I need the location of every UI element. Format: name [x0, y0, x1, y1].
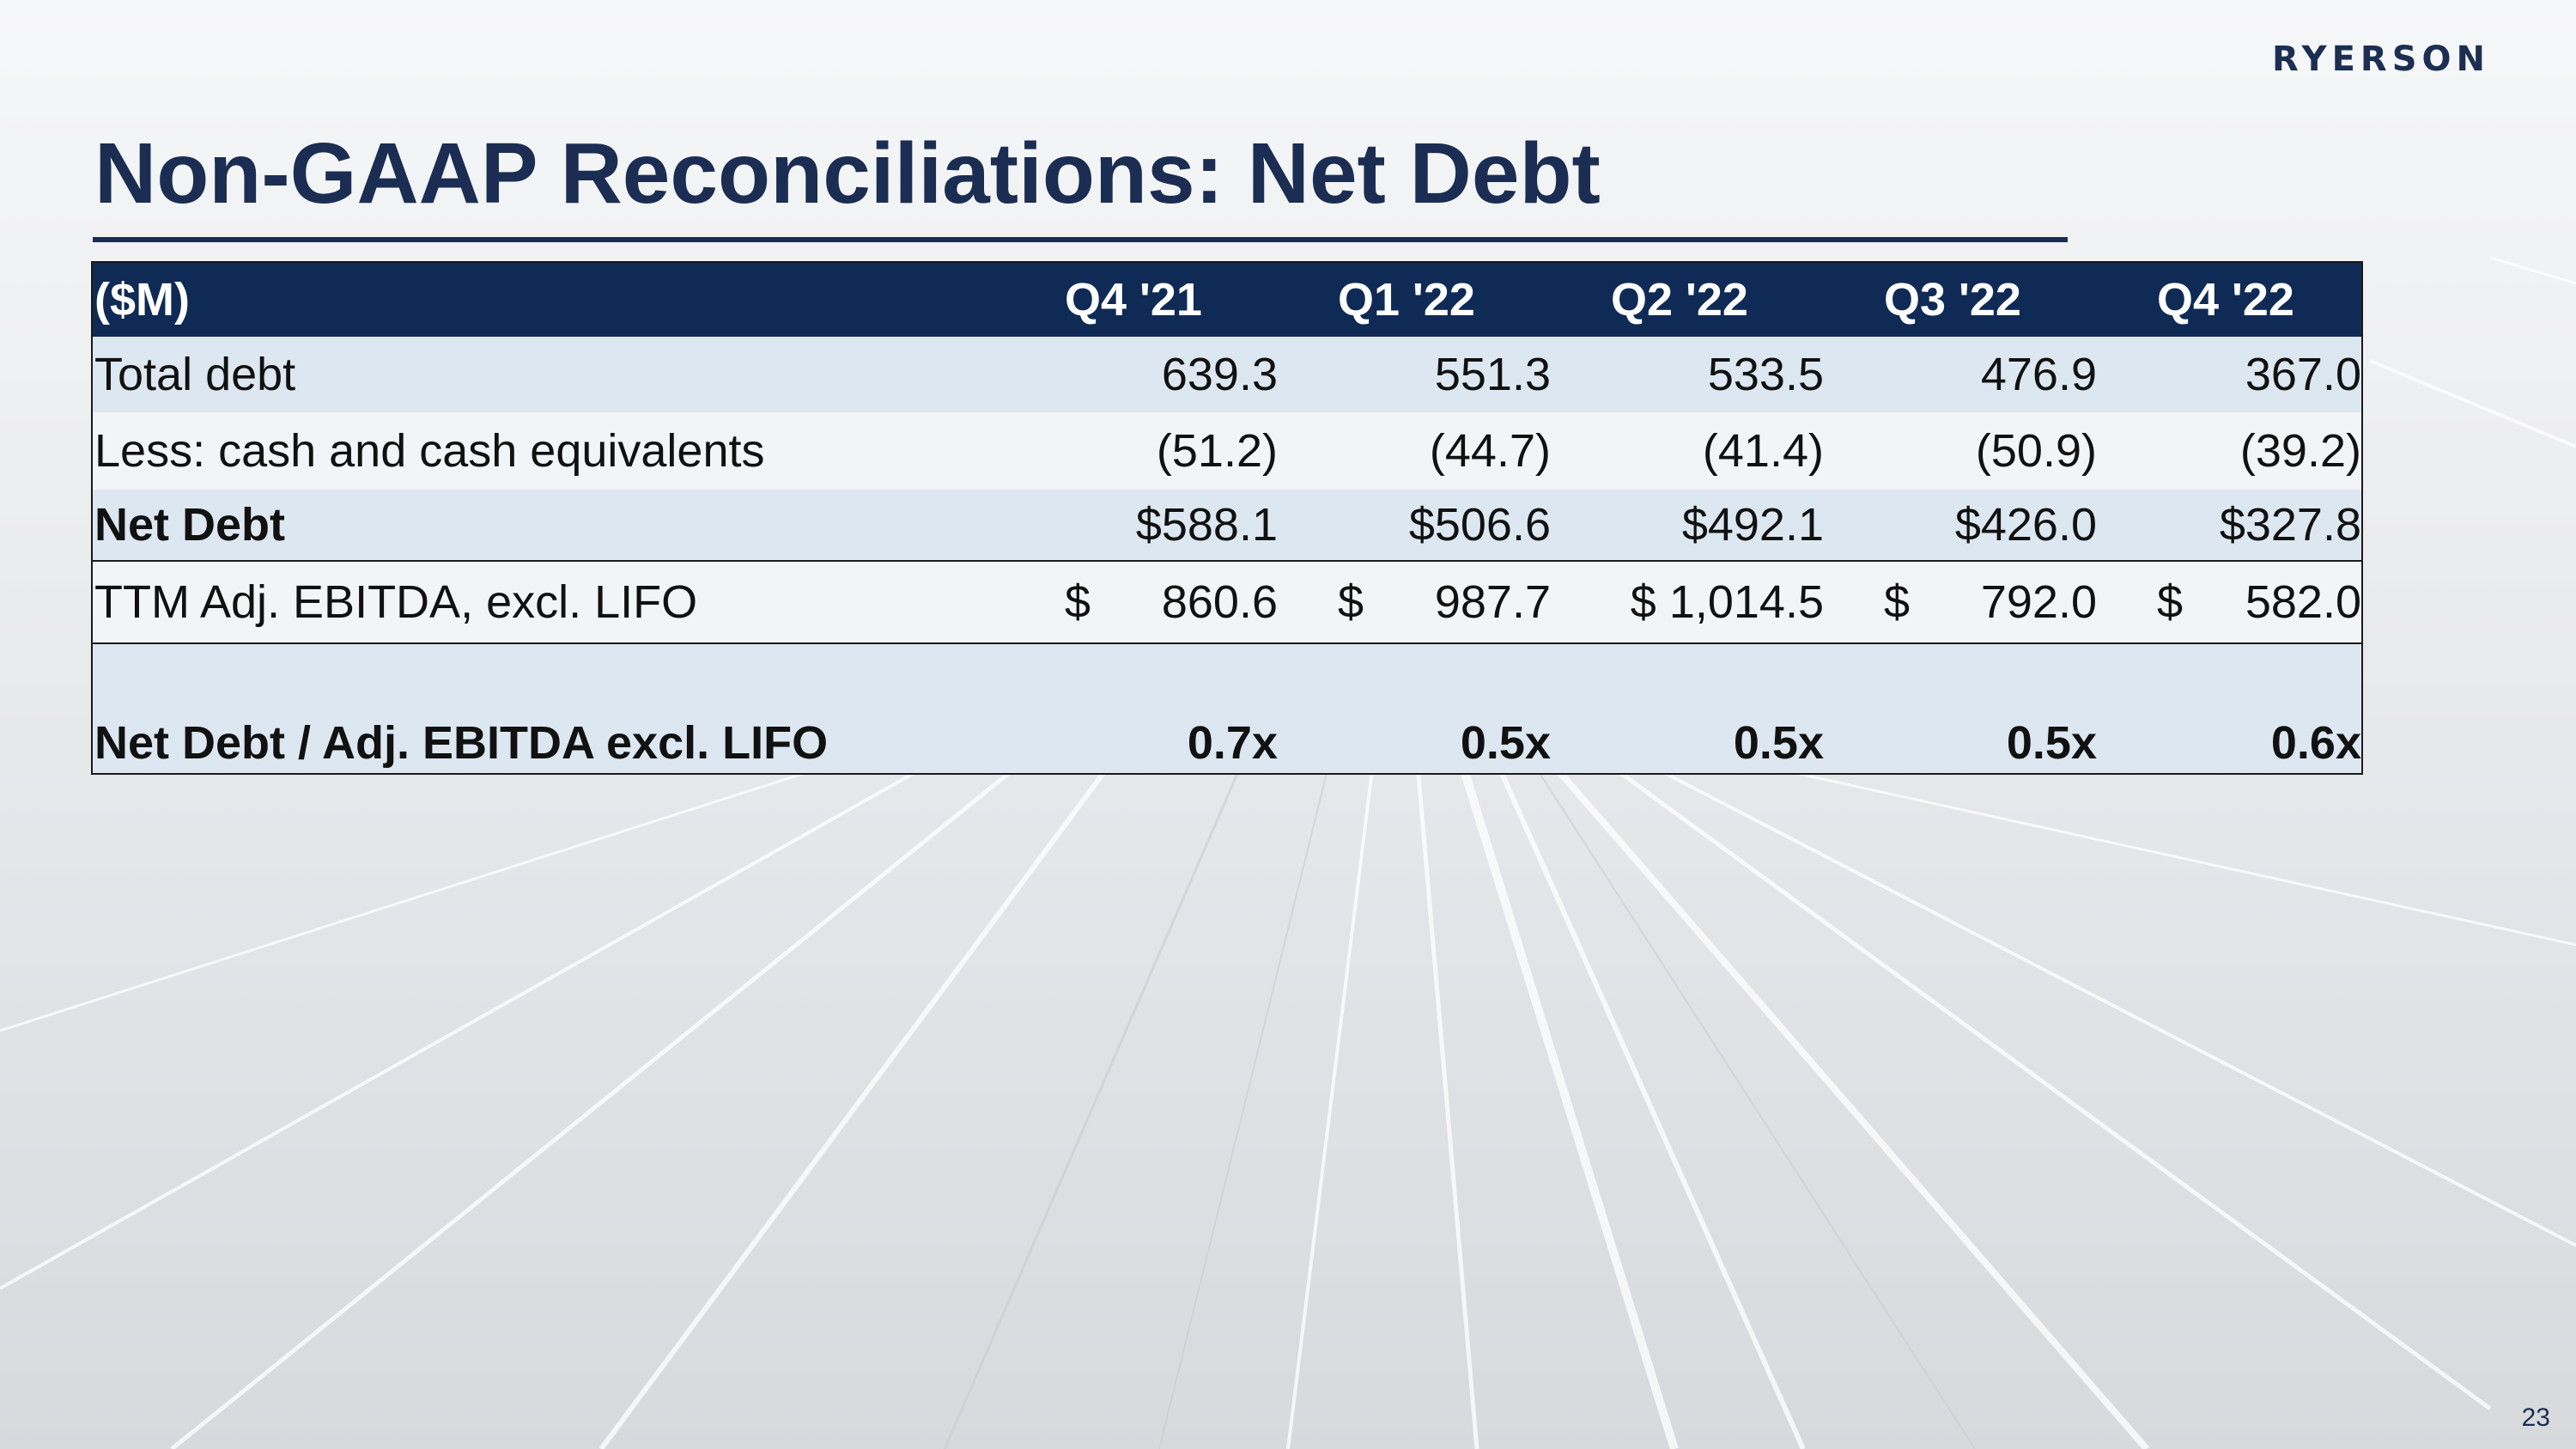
- table-cell: 0.5x: [1460, 717, 1551, 769]
- table-cell: (44.7): [1429, 425, 1551, 477]
- table-cell: 0.6x: [2270, 717, 2361, 769]
- table-cell: (39.2): [2239, 425, 2361, 477]
- table-row: Net Debt / Adj. EBITDA excl. LIFO 0.7x 0…: [93, 644, 2361, 773]
- table-row: Total debt 639.3 551.3 533.5 476.9 367.0: [93, 337, 2361, 412]
- table-cell: (50.9): [1975, 425, 2097, 477]
- header-cell-q2-22: Q2 '22: [1611, 274, 1748, 326]
- header-cell-units: ($M): [94, 274, 190, 326]
- net-debt-table: ($M) Q4 '21 Q1 '22 Q2 '22 Q3 '22 Q4 '22 …: [91, 261, 2363, 775]
- table-cell: $ 1,014.5: [1630, 576, 1824, 628]
- table-cell: 0.5x: [1733, 717, 1824, 769]
- table-cell: (51.2): [1156, 425, 1278, 477]
- header-cell-q4-21: Q4 '21: [1065, 274, 1202, 326]
- table-cell: $327.8: [2219, 499, 2361, 551]
- table-cell: 639.3: [1161, 349, 1278, 400]
- table-cell: 367.0: [2245, 349, 2361, 400]
- table-cell: $426.0: [1954, 499, 2097, 551]
- table-row: Net Debt $588.1 $506.6 $492.1 $426.0 $32…: [93, 490, 2361, 562]
- currency-symbol: $: [1338, 576, 1364, 628]
- currency-symbol: $: [1884, 576, 1911, 628]
- table-cell: 987.7: [1434, 576, 1551, 628]
- table-cell: 0.5x: [2006, 717, 2097, 769]
- row-label-ttm-ebitda: TTM Adj. EBITDA, excl. LIFO: [94, 576, 698, 628]
- currency-symbol: $: [2157, 576, 2184, 628]
- table-cell: (41.4): [1702, 425, 1824, 477]
- table-cell: 533.5: [1707, 349, 1824, 400]
- table-cell: $492.1: [1681, 499, 1824, 551]
- header-cell-q1-22: Q1 '22: [1338, 274, 1475, 326]
- row-label-net-debt: Net Debt: [94, 499, 286, 551]
- table-cell: 792.0: [1980, 576, 2097, 628]
- row-label-cash: Less: cash and cash equivalents: [94, 425, 765, 477]
- header-cell-q4-22: Q4 '22: [2157, 274, 2294, 326]
- table-cell: $506.6: [1408, 499, 1551, 551]
- table-header-row: ($M) Q4 '21 Q1 '22 Q2 '22 Q3 '22 Q4 '22: [93, 263, 2361, 337]
- row-label-leverage-ratio: Net Debt / Adj. EBITDA excl. LIFO: [94, 717, 829, 769]
- title-divider: [93, 237, 2068, 242]
- table-cell: 476.9: [1980, 349, 2097, 400]
- row-label-total-debt: Total debt: [94, 349, 296, 400]
- table-cell: 582.0: [2245, 576, 2361, 628]
- page-title: Non-GAAP Reconciliations: Net Debt: [94, 125, 1601, 222]
- table-row: Less: cash and cash equivalents (51.2) (…: [93, 412, 2361, 490]
- table-row: TTM Adj. EBITDA, excl. LIFO $ 860.6 $ 98…: [93, 562, 2361, 644]
- page-number: 23: [2521, 1403, 2550, 1432]
- table-cell: 0.7x: [1187, 717, 1278, 769]
- currency-symbol: $: [1065, 576, 1091, 628]
- table-cell: 551.3: [1434, 349, 1551, 400]
- table-cell: 860.6: [1161, 576, 1278, 628]
- header-cell-q3-22: Q3 '22: [1884, 274, 2021, 326]
- ryerson-logo: RYERSON: [2272, 40, 2490, 79]
- table-cell: $588.1: [1135, 499, 1278, 551]
